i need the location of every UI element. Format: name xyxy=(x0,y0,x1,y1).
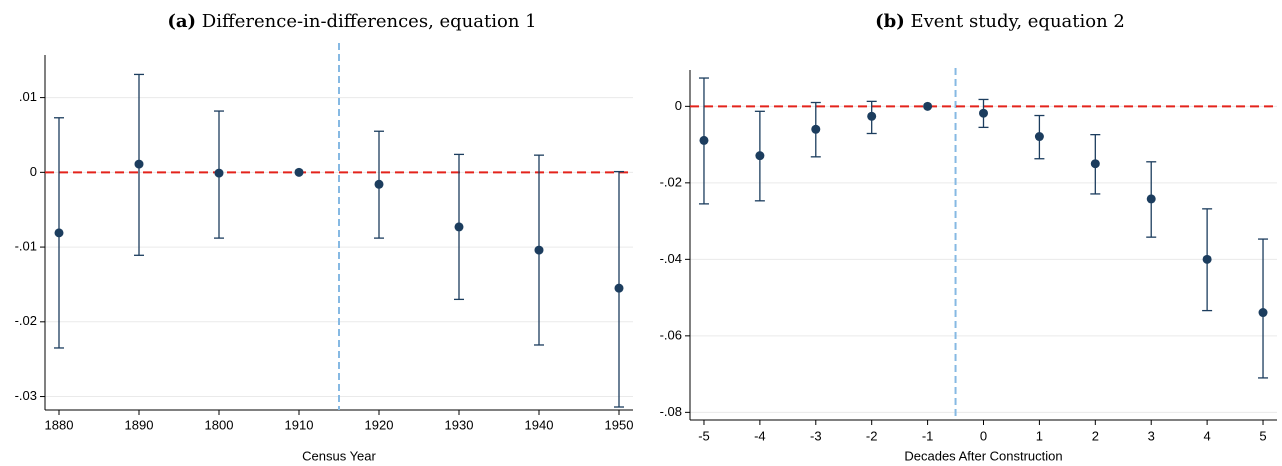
x-tick-label: 1800 xyxy=(205,417,234,432)
point xyxy=(1090,159,1100,169)
x-tick-label: 5 xyxy=(1259,428,1266,443)
point xyxy=(134,159,144,169)
x-tick-label: 0 xyxy=(980,428,987,443)
point xyxy=(454,222,464,232)
x-tick-label: -2 xyxy=(866,428,878,443)
panel-title: (b) Event study, equation 2 xyxy=(875,11,1125,32)
point xyxy=(923,101,933,111)
y-tick-label: -.03 xyxy=(15,388,37,403)
x-tick-label: 3 xyxy=(1148,428,1155,443)
title-text: Event study, equation 2 xyxy=(905,11,1125,32)
x-tick-label: 1950 xyxy=(605,417,634,432)
point xyxy=(867,111,877,121)
y-tick-label: -.02 xyxy=(15,313,37,328)
point xyxy=(294,167,304,177)
x-tick-label: 1890 xyxy=(125,417,154,432)
y-tick-label: .01 xyxy=(19,89,37,104)
point xyxy=(1258,308,1268,318)
x-tick-label: 1940 xyxy=(525,417,554,432)
x-tick-label: -1 xyxy=(922,428,934,443)
point xyxy=(811,124,821,134)
point xyxy=(1034,132,1044,142)
x-tick-label: -5 xyxy=(698,428,710,443)
point xyxy=(755,151,765,161)
x-tick-label: 1 xyxy=(1036,428,1043,443)
x-axis-label: Decades After Construction xyxy=(904,448,1062,463)
x-tick-label: -4 xyxy=(754,428,766,443)
point xyxy=(979,108,988,118)
x-tick-label: 2 xyxy=(1092,428,1099,443)
point xyxy=(614,283,624,293)
x-tick-label: -3 xyxy=(810,428,822,443)
point xyxy=(699,135,709,145)
point xyxy=(1146,194,1156,204)
point xyxy=(214,168,224,178)
point xyxy=(54,228,64,238)
point xyxy=(1202,254,1212,264)
title-text: Difference-in-differences, equation 1 xyxy=(196,11,537,32)
x-axis-label: Census Year xyxy=(302,448,376,463)
point xyxy=(534,245,544,255)
y-tick-label: 0 xyxy=(30,164,37,179)
panel-label: (b) xyxy=(875,11,905,32)
panel-label: (a) xyxy=(167,11,196,32)
panel-title: (a) Difference-in-differences, equation … xyxy=(167,11,536,32)
x-tick-label: 4 xyxy=(1204,428,1211,443)
y-tick-label: 0 xyxy=(675,98,682,113)
y-tick-label: -.01 xyxy=(15,239,37,254)
y-tick-label: -.04 xyxy=(660,251,682,266)
point xyxy=(374,179,384,189)
x-tick-label: 1910 xyxy=(285,417,314,432)
x-tick-label: 1880 xyxy=(45,417,74,432)
y-tick-label: -.06 xyxy=(660,327,682,342)
y-tick-label: -.08 xyxy=(660,404,682,419)
x-tick-label: 1920 xyxy=(365,417,394,432)
x-tick-label: 1930 xyxy=(445,417,474,432)
y-tick-label: -.02 xyxy=(660,174,682,189)
